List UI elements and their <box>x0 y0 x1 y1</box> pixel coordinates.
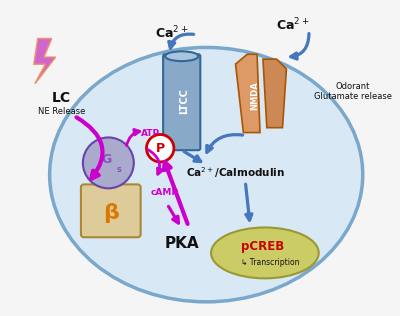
Circle shape <box>83 137 134 188</box>
Ellipse shape <box>211 228 319 278</box>
Text: PKA: PKA <box>164 236 199 251</box>
Polygon shape <box>236 54 260 132</box>
Circle shape <box>146 135 174 162</box>
Text: Ca$^{2+}$: Ca$^{2+}$ <box>276 17 309 33</box>
Text: P: P <box>156 142 165 155</box>
Text: Odorant
Glutamate release: Odorant Glutamate release <box>314 82 392 101</box>
Text: s: s <box>117 165 122 174</box>
Text: pCREB: pCREB <box>241 240 284 252</box>
Text: NMDA: NMDA <box>251 81 260 110</box>
Polygon shape <box>263 59 286 128</box>
Text: cAMP: cAMP <box>151 188 179 197</box>
Text: β: β <box>103 203 119 223</box>
Text: ATP: ATP <box>141 129 160 138</box>
Text: LTCC: LTCC <box>179 88 189 114</box>
FancyBboxPatch shape <box>163 54 200 150</box>
Text: ↳ Transcription: ↳ Transcription <box>240 258 299 267</box>
Text: NE Release: NE Release <box>38 106 85 116</box>
Ellipse shape <box>165 51 198 61</box>
Text: Ca$^{2+}$: Ca$^{2+}$ <box>155 24 189 41</box>
FancyBboxPatch shape <box>81 185 141 237</box>
Text: G: G <box>101 154 112 167</box>
Text: Ca$^{2+}$/Calmodulin: Ca$^{2+}$/Calmodulin <box>186 165 285 180</box>
Text: LC: LC <box>52 91 71 105</box>
Polygon shape <box>34 39 56 84</box>
Ellipse shape <box>50 47 363 302</box>
